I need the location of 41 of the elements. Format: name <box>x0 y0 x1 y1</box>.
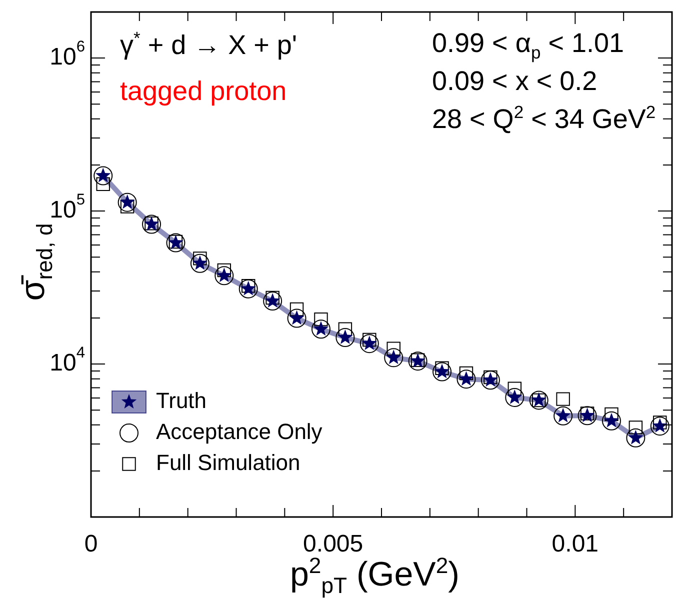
point <box>578 406 597 426</box>
point <box>386 342 400 356</box>
point <box>360 334 379 354</box>
point <box>626 428 646 448</box>
point <box>290 302 304 316</box>
point <box>118 192 137 212</box>
legend-label: Full Simulation <box>156 450 300 476</box>
point <box>142 214 162 234</box>
annotation: 0.99 < α$_{p}$ < 1.01 <box>432 28 624 62</box>
point <box>338 322 352 336</box>
point <box>602 411 621 430</box>
point <box>650 416 670 436</box>
annotation: tagged proton <box>120 76 287 106</box>
point <box>456 370 476 389</box>
point <box>96 177 110 191</box>
point <box>214 266 234 286</box>
annotation: 0.09 < x < 0.2 <box>432 66 598 96</box>
x-tick-label: 0 <box>84 530 98 558</box>
point <box>556 392 570 406</box>
point <box>311 320 330 339</box>
point <box>314 312 328 326</box>
point <box>190 254 210 273</box>
point <box>554 406 573 426</box>
point <box>263 292 282 311</box>
point <box>94 166 113 186</box>
point <box>408 352 428 371</box>
point <box>505 388 524 408</box>
point <box>287 308 306 328</box>
annotation: 28 < Q$^{2}$ < 34 GeV$^{2}$ <box>432 102 656 134</box>
point <box>336 328 355 348</box>
x-tick-label: 0.01 <box>552 530 599 558</box>
point <box>480 370 500 390</box>
legend-label: Acceptance Only <box>156 419 322 444</box>
point <box>508 382 522 396</box>
legend-label: Truth <box>156 388 207 414</box>
point <box>238 279 258 298</box>
annotation: γ$^{*}$ + d → X + p' <box>120 28 298 60</box>
point <box>628 420 643 434</box>
point <box>166 233 186 252</box>
point <box>384 348 404 368</box>
point <box>432 362 452 382</box>
